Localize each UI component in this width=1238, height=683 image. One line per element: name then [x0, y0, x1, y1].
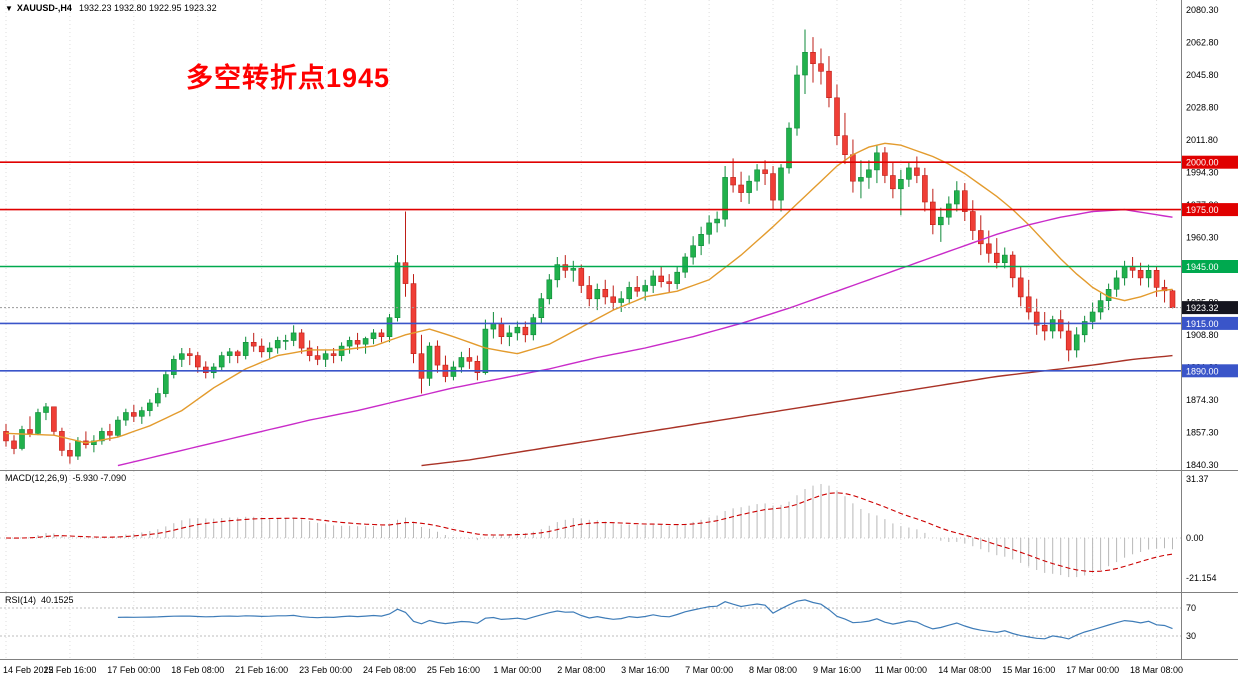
time-axis[interactable]: 14 Feb 2022 15 Feb 16:00 17 Feb 00:00 18 Fe…: [0, 659, 1238, 683]
price-badge-2000.00: 2000.00: [1182, 155, 1238, 169]
time-label: 18 Mar 08:00: [1130, 665, 1184, 675]
time-label: 11 Mar 00:00: [874, 665, 928, 675]
svg-text:1840.30: 1840.30: [1186, 460, 1219, 470]
rsi-label: RSI(14): [5, 595, 37, 605]
macd-values: -5.930 -7.090: [72, 473, 127, 483]
time-label: 3 Mar 16:00: [621, 665, 670, 675]
chart-header: ▼ XAUUSD-,H4 1932.23 1932.80 1922.95 1923.…: [5, 3, 217, 13]
time-label: 24 Feb 08:00: [362, 665, 417, 675]
price-badge-1945.00: 1945.00: [1182, 260, 1238, 273]
svg-text:2028.80: 2028.80: [1186, 103, 1219, 113]
time-label: 8 Mar 08:00: [749, 665, 798, 675]
annotation-text[interactable]: 多空转折点1945: [186, 63, 391, 93]
macd-signal-line: [5, 492, 1173, 573]
svg-text:1975.00: 1975.00: [1186, 205, 1219, 215]
rsi-value: 40.1525: [41, 595, 74, 605]
svg-text:1923.32: 1923.32: [1186, 303, 1219, 313]
time-label: 15 Feb 16:00: [43, 665, 97, 675]
time-label: 17 Feb 00:00: [107, 665, 161, 675]
svg-text:0.00: 0.00: [1186, 533, 1204, 543]
svg-text:1945.00: 1945.00: [1186, 262, 1219, 272]
time-label: 14 Feb 2022: [3, 665, 54, 675]
collapse-icon[interactable]: ▼: [5, 4, 13, 13]
time-label: 2 Mar 08:00: [557, 665, 606, 675]
grid-lines: [5, 0, 1158, 470]
macd-axis[interactable]: 31.37 0.00 -21.154: [1181, 470, 1217, 592]
svg-text:2045.80: 2045.80: [1186, 70, 1219, 80]
price-badge-1890.00: 1890.00: [1182, 364, 1238, 378]
macd-histogram: [13, 484, 1173, 578]
svg-text:1960.30: 1960.30: [1186, 233, 1219, 243]
svg-text:31.37: 31.37: [1186, 474, 1209, 484]
time-label: 7 Mar 00:00: [685, 665, 734, 675]
svg-text:1915.00: 1915.00: [1186, 319, 1219, 329]
svg-text:2080.30: 2080.30: [1186, 5, 1219, 15]
symbol-timeframe-label: XAUUSD-,H4: [16, 3, 72, 13]
svg-text:2000.00: 2000.00: [1186, 158, 1219, 168]
ma-mid-line: [117, 208, 1173, 467]
rsi-axis[interactable]: 70 30: [1181, 592, 1197, 659]
time-label: 25 Feb 16:00: [426, 665, 480, 675]
rsi-grid: [5, 593, 1158, 659]
svg-text:2062.80: 2062.80: [1186, 38, 1219, 48]
ohlc-readout: 1932.23 1932.80 1922.95 1923.32: [78, 3, 217, 13]
rsi-header: RSI(14) 40.1525: [5, 595, 74, 605]
macd-header: MACD(12,26,9) -5.930 -7.090: [5, 473, 126, 483]
time-label: 15 Mar 16:00: [1002, 665, 1056, 675]
time-label: 9 Mar 16:00: [812, 665, 861, 675]
candles-layer[interactable]: [3, 29, 1176, 464]
rsi-level-lines: [0, 607, 1181, 637]
svg-text:1908.80: 1908.80: [1186, 330, 1219, 340]
svg-text:1874.30: 1874.30: [1186, 395, 1219, 405]
time-label: 14 Mar 08:00: [938, 665, 992, 675]
rsi-plot[interactable]: 70 30: [0, 592, 1238, 659]
time-label: 18 Feb 08:00: [171, 665, 225, 675]
price-badge-1915.00: 1915.00: [1182, 316, 1238, 330]
macd-plot[interactable]: 31.37 0.00 -21.154: [0, 470, 1238, 592]
price-axis[interactable]: 2080.30 2062.80 2045.80 2028.80 2011.80 1994.…: [1181, 0, 1219, 470]
time-label: 1 Mar 00:00: [493, 665, 542, 675]
macd-label: MACD(12,26,9): [5, 473, 68, 483]
svg-text:70: 70: [1186, 603, 1196, 613]
svg-text:1857.30: 1857.30: [1186, 428, 1219, 438]
time-label: 21 Feb 16:00: [235, 665, 289, 675]
time-label: 23 Feb 00:00: [299, 665, 353, 675]
main-plot[interactable]: 2080.30 2062.80 2045.80 2028.80 2011.80 1994.…: [0, 0, 1238, 470]
rsi-line: [117, 599, 1173, 640]
price-badge-1975.00: 1975.00: [1182, 203, 1238, 217]
svg-text:30: 30: [1186, 631, 1196, 641]
current-price-badge: 1923.32: [1182, 301, 1238, 315]
time-label: 17 Mar 00:00: [1066, 665, 1120, 675]
svg-text:2011.80: 2011.80: [1186, 135, 1218, 145]
svg-text:1994.30: 1994.30: [1186, 168, 1219, 178]
svg-text:1890.00: 1890.00: [1186, 366, 1219, 376]
svg-text:-21.154: -21.154: [1186, 573, 1217, 583]
